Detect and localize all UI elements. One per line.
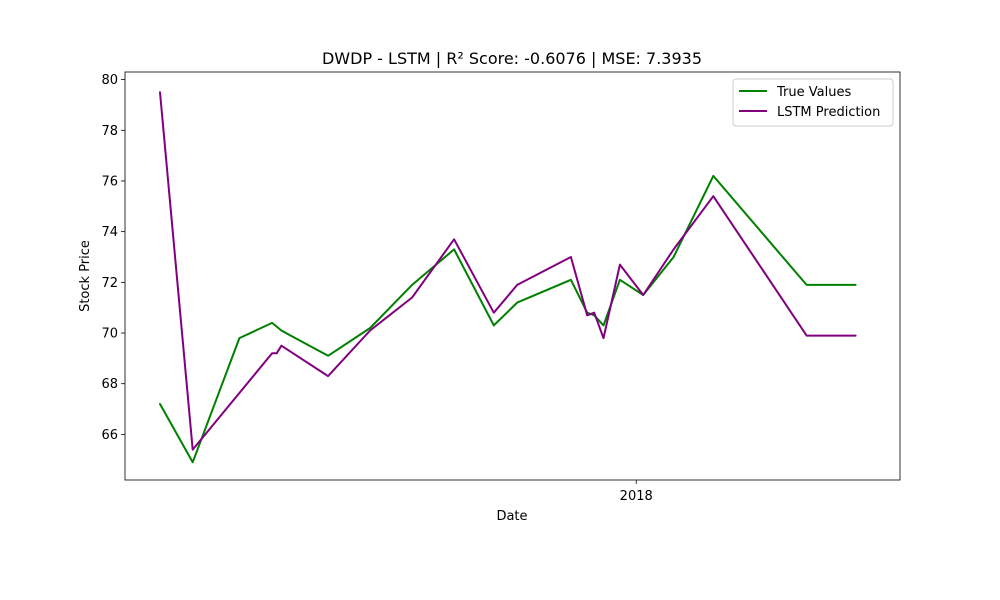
plot-background	[125, 72, 900, 480]
y-tick-label: 78	[101, 124, 118, 139]
y-axis-label: Stock Price	[78, 240, 93, 312]
chart-title: DWDP - LSTM | R² Score: -0.6076 | MSE: 7…	[322, 49, 702, 68]
legend-label-true-values: True Values	[776, 85, 851, 100]
y-tick-label: 70	[101, 327, 118, 342]
x-axis-label: Date	[496, 509, 527, 524]
legend: True Values LSTM Prediction	[732, 78, 894, 127]
x-tick-label: 2018	[620, 489, 653, 504]
legend-label-lstm-prediction: LSTM Prediction	[777, 105, 880, 120]
y-tick-label: 80	[101, 73, 118, 88]
series-layer	[159, 91, 857, 464]
y-tick-label: 68	[101, 377, 118, 392]
plot-frame	[124, 71, 901, 481]
y-ticks: 66 68 70 72 74 76 78 80	[101, 73, 125, 443]
y-tick-label: 76	[101, 174, 118, 189]
y-tick-label: 72	[101, 276, 118, 291]
series-line-lstm-prediction	[159, 91, 857, 451]
x-ticks: 2018	[620, 480, 653, 504]
series-line-true-values	[159, 174, 857, 464]
legend-box	[732, 78, 894, 127]
y-tick-label: 66	[101, 428, 118, 443]
y-tick-label: 74	[101, 225, 118, 240]
